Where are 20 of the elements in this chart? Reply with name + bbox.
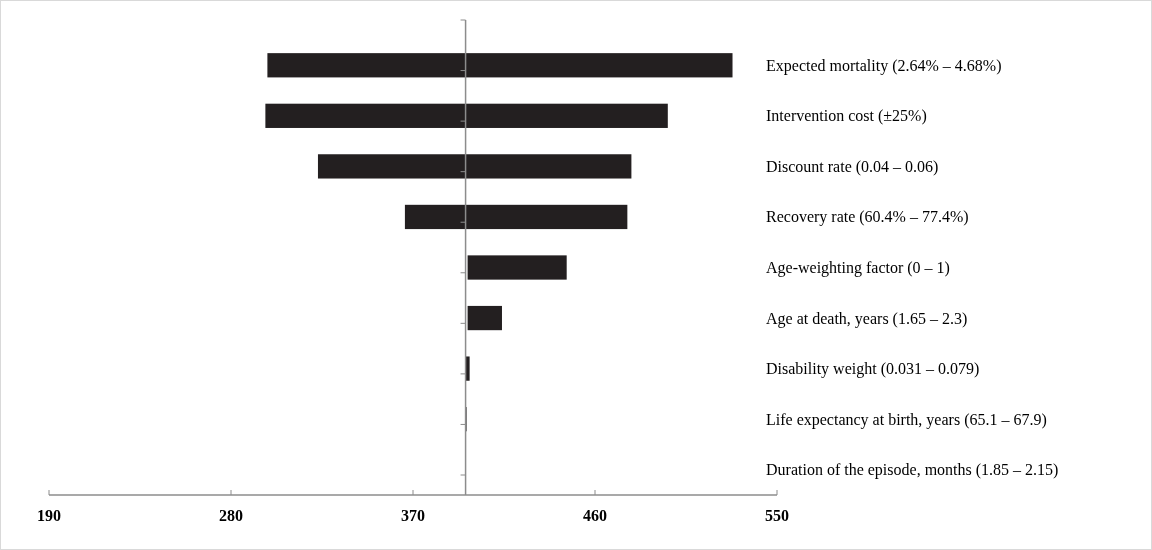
bar <box>467 255 567 280</box>
bar <box>467 305 502 331</box>
y-tick-label: Life expectancy at birth, years (65.1 – 67.9) <box>766 410 1047 429</box>
x-tick-label: 190 <box>37 507 61 524</box>
x-tick-label: 280 <box>219 507 243 524</box>
y-tick-label: Recovery rate (60.4% – 77.4%) <box>766 208 969 227</box>
y-tick-label: Discount rate (0.04 – 0.06) <box>766 157 939 176</box>
y-tick-label: Disability weight (0.031 – 0.079) <box>766 360 980 379</box>
bar <box>317 154 632 179</box>
y-tick-label: Intervention cost (±25%) <box>766 107 927 126</box>
x-tick-label: 460 <box>583 507 607 524</box>
y-tick-label: Age at death, years (1.65 – 2.3) <box>766 309 968 328</box>
y-tick-label: Age-weighting factor (0 – 1) <box>766 259 950 277</box>
y-tick-label: Expected mortality (2.64% – 4.68%) <box>766 56 1002 75</box>
y-tick-label: Duration of the episode, months (1.85 – 2.15) <box>766 461 1059 480</box>
bar <box>265 103 668 128</box>
bar <box>267 53 733 78</box>
x-tick-label: 550 <box>765 507 789 524</box>
bar <box>404 204 628 230</box>
x-tick-label: 370 <box>401 507 425 524</box>
